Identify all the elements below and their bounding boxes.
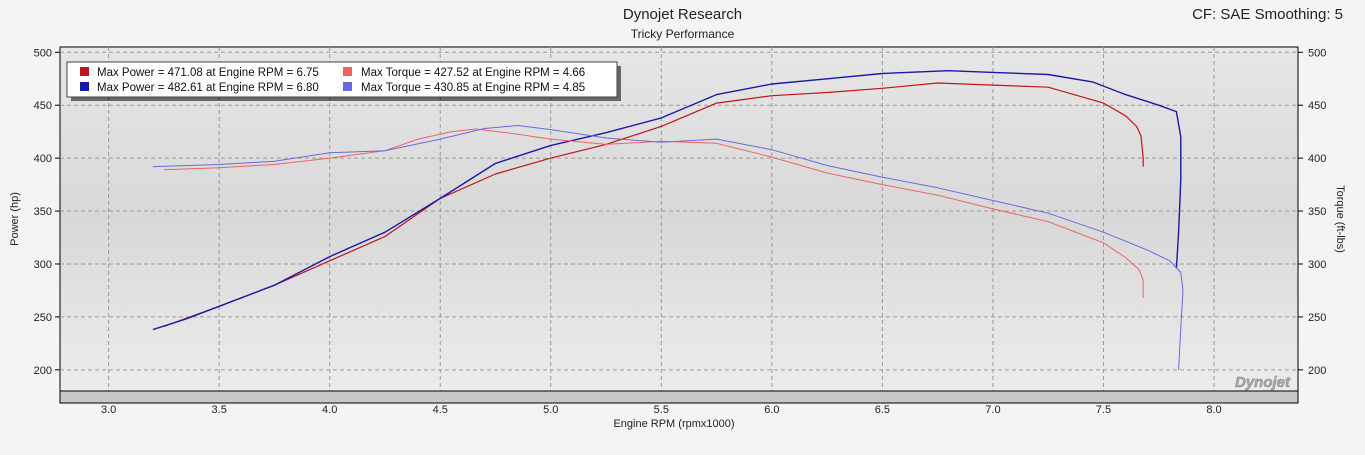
legend-swatch-torque-blue [343,82,352,91]
legend-swatch-power-red [80,67,89,76]
y-left-tick-label: 250 [34,312,52,324]
torque-series-red [163,128,1144,298]
legend-entry-3: Max Torque = 427.52 at Engine RPM = 4.66 [361,67,585,79]
x-tick-label: 4.5 [433,404,448,416]
legend-swatch-power-blue [80,82,89,91]
y-left-tick-label: 300 [34,259,52,271]
y-right-tick-label: 450 [1308,100,1326,112]
x-tick-label: 4.0 [322,404,337,416]
legend-swatch-torque-red [343,67,352,76]
x-tick-label: 5.5 [654,404,669,416]
legend-entry-1: Max Power = 471.08 at Engine RPM = 6.75 [97,67,319,79]
y-axis-right-label: Torque (ft-lbs) [1334,185,1346,253]
legend-entry-4: Max Torque = 430.85 at Engine RPM = 4.85 [361,82,585,94]
x-tick-label: 6.0 [764,404,779,416]
x-tick-label: 7.0 [985,404,1000,416]
x-tick-label: 3.0 [101,404,116,416]
x-tick-label: 3.5 [212,404,227,416]
legend-entry-2: Max Power = 482.61 at Engine RPM = 6.80 [97,82,319,94]
chart-subtitle: Tricky Performance [630,27,735,41]
y-left-tick-label: 450 [34,100,52,112]
y-right-tick-label: 350 [1308,206,1326,218]
y-right-tick-label: 500 [1308,47,1326,59]
y-left-tick-label: 500 [34,47,52,59]
grid-lines [60,47,1298,391]
y-right-tick-label: 200 [1308,365,1326,377]
data-series [152,70,1184,370]
x-axis-label: Engine RPM (rpmx1000) [613,418,734,430]
x-tick-label: 7.5 [1096,404,1111,416]
power-series-red [163,82,1144,327]
y-right-tick-label: 300 [1308,259,1326,271]
y-right-tick-label: 400 [1308,153,1326,165]
dynojet-watermark-logo: Dynojet [1235,374,1291,391]
axis-ticks: 3.0 3.5 4.0 4.5 5.0 5.5 6.0 6.5 7.0 7.5 8.0 200 250 3… [34,47,1327,416]
x-tick-label: 5.0 [543,404,558,416]
y-left-tick-label: 350 [34,206,52,218]
x-axis-band [59,390,1299,404]
x-tick-label: 8.0 [1206,404,1221,416]
chart-title: Dynojet Research [622,6,743,23]
power-series-blue [152,70,1182,331]
x-tick-label: 6.5 [875,404,890,416]
y-left-tick-label: 200 [34,365,52,377]
torque-series-blue [152,125,1184,370]
y-left-tick-label: 400 [34,153,52,165]
y-right-tick-label: 250 [1308,312,1326,324]
correction-factor-label: CF: SAE Smoothing: 5 [1192,6,1343,23]
legend: Max Power = 471.08 at Engine RPM = 6.75 … [66,61,621,101]
y-axis-left-label: Power (hp) [9,192,21,246]
plot-area [59,46,1299,392]
